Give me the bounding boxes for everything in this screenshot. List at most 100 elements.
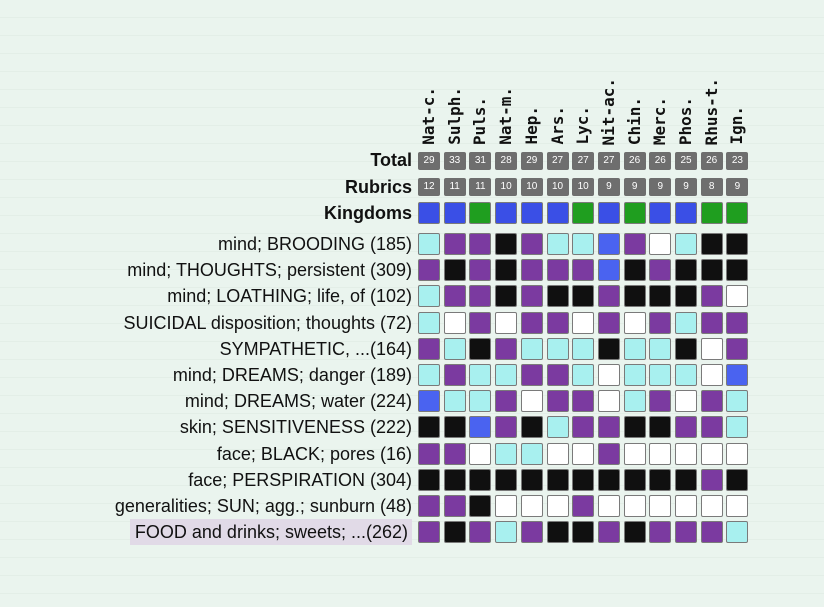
grade-cell[interactable] xyxy=(675,416,697,439)
grade-cell[interactable] xyxy=(469,416,492,439)
grade-cell[interactable] xyxy=(597,285,620,308)
remedy-header[interactable]: Rhus-t. xyxy=(701,77,721,145)
grade-cell[interactable] xyxy=(520,468,543,491)
grade-cell[interactable] xyxy=(597,416,620,439)
grade-cell[interactable] xyxy=(443,364,466,386)
grade-cell[interactable] xyxy=(495,311,518,334)
grade-cell[interactable] xyxy=(675,364,697,386)
grade-cell[interactable] xyxy=(443,390,466,413)
grade-cell[interactable] xyxy=(623,390,646,413)
grade-cell[interactable] xyxy=(572,233,595,255)
grade-cell[interactable] xyxy=(726,495,749,517)
rubric-label[interactable]: skin; SENSITIVENESS (222) xyxy=(179,417,412,438)
grade-cell[interactable] xyxy=(520,337,543,360)
grade-cell[interactable] xyxy=(623,364,646,386)
remedy-header[interactable]: Sulph. xyxy=(444,87,464,145)
grade-cell[interactable] xyxy=(469,442,492,465)
remedy-header[interactable]: Nit-ac. xyxy=(598,77,618,145)
grade-cell[interactable] xyxy=(572,337,595,360)
grade-cell[interactable] xyxy=(675,311,697,334)
rubric-label[interactable]: SYMPATHETIC, ...(164) xyxy=(219,338,412,359)
grade-cell[interactable] xyxy=(623,337,646,360)
grade-cell[interactable] xyxy=(469,233,492,255)
grade-cell[interactable] xyxy=(700,416,723,439)
grade-cell[interactable] xyxy=(418,495,440,517)
grade-cell[interactable] xyxy=(572,259,595,282)
remedy-header[interactable]: Merc. xyxy=(650,96,670,145)
grade-cell[interactable] xyxy=(546,311,569,334)
grade-cell[interactable] xyxy=(675,390,697,413)
grade-cell[interactable] xyxy=(546,390,569,413)
grade-cell[interactable] xyxy=(546,285,569,308)
grade-cell[interactable] xyxy=(726,364,749,386)
grade-cell[interactable] xyxy=(700,390,723,413)
grade-cell[interactable] xyxy=(546,495,569,517)
grade-cell[interactable] xyxy=(469,468,492,491)
grade-cell[interactable] xyxy=(520,259,543,282)
grade-cell[interactable] xyxy=(572,311,595,334)
grade-cell[interactable] xyxy=(469,259,492,282)
grade-cell[interactable] xyxy=(726,442,749,465)
grade-cell[interactable] xyxy=(443,337,466,360)
grade-cell[interactable] xyxy=(443,259,466,282)
grade-cell[interactable] xyxy=(418,233,440,255)
rubric-label[interactable]: face; BLACK; pores (16) xyxy=(216,443,412,464)
grade-cell[interactable] xyxy=(675,495,697,517)
rubric-label[interactable]: SUICIDAL disposition; thoughts (72) xyxy=(123,312,412,333)
grade-cell[interactable] xyxy=(726,233,749,255)
grade-cell[interactable] xyxy=(520,311,543,334)
grade-cell[interactable] xyxy=(649,390,672,413)
grade-cell[interactable] xyxy=(675,233,697,255)
grade-cell[interactable] xyxy=(597,442,620,465)
grade-cell[interactable] xyxy=(675,521,697,544)
grade-cell[interactable] xyxy=(623,311,646,334)
rubric-label[interactable]: mind; THOUGHTS; persistent (309) xyxy=(127,260,412,281)
grade-cell[interactable] xyxy=(649,416,672,439)
grade-cell[interactable] xyxy=(597,259,620,282)
grade-cell[interactable] xyxy=(700,468,723,491)
grade-cell[interactable] xyxy=(520,390,543,413)
grade-cell[interactable] xyxy=(726,259,749,282)
grade-cell[interactable] xyxy=(649,311,672,334)
grade-cell[interactable] xyxy=(469,285,492,308)
grade-cell[interactable] xyxy=(495,259,518,282)
grade-cell[interactable] xyxy=(623,259,646,282)
grade-cell[interactable] xyxy=(726,311,749,334)
grade-cell[interactable] xyxy=(597,311,620,334)
grade-cell[interactable] xyxy=(649,337,672,360)
grade-cell[interactable] xyxy=(418,521,440,544)
grade-cell[interactable] xyxy=(495,495,518,517)
grade-cell[interactable] xyxy=(495,233,518,255)
rubric-label[interactable]: face; PERSPIRATION (304) xyxy=(188,469,412,490)
grade-cell[interactable] xyxy=(675,442,697,465)
grade-cell[interactable] xyxy=(572,442,595,465)
grade-cell[interactable] xyxy=(700,311,723,334)
grade-cell[interactable] xyxy=(418,337,440,360)
grade-cell[interactable] xyxy=(572,416,595,439)
grade-cell[interactable] xyxy=(520,442,543,465)
grade-cell[interactable] xyxy=(649,442,672,465)
grade-cell[interactable] xyxy=(546,364,569,386)
grade-cell[interactable] xyxy=(418,442,440,465)
grade-cell[interactable] xyxy=(443,311,466,334)
grade-cell[interactable] xyxy=(649,495,672,517)
grade-cell[interactable] xyxy=(726,337,749,360)
grade-cell[interactable] xyxy=(443,233,466,255)
remedy-header[interactable]: Ars. xyxy=(547,106,567,145)
grade-cell[interactable] xyxy=(572,364,595,386)
grade-cell[interactable] xyxy=(597,495,620,517)
grade-cell[interactable] xyxy=(469,337,492,360)
grade-cell[interactable] xyxy=(546,468,569,491)
grade-cell[interactable] xyxy=(418,259,440,282)
rubric-label[interactable]: mind; DREAMS; danger (189) xyxy=(172,365,412,385)
grade-cell[interactable] xyxy=(700,259,723,282)
grade-cell[interactable] xyxy=(469,521,492,544)
grade-cell[interactable] xyxy=(546,233,569,255)
grade-cell[interactable] xyxy=(623,285,646,308)
grade-cell[interactable] xyxy=(443,521,466,544)
grade-cell[interactable] xyxy=(418,311,440,334)
grade-cell[interactable] xyxy=(700,521,723,544)
grade-cell[interactable] xyxy=(495,390,518,413)
grade-cell[interactable] xyxy=(623,521,646,544)
grade-cell[interactable] xyxy=(572,390,595,413)
